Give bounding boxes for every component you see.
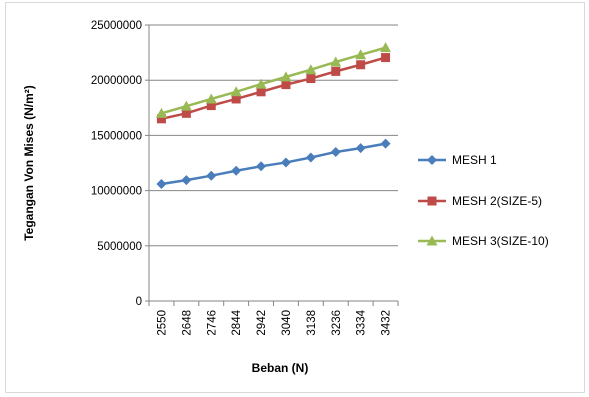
data-point: [181, 108, 191, 118]
y-tick-label: 10000000: [91, 186, 142, 198]
data-point: [305, 64, 317, 75]
y-tick-label: 15000000: [91, 130, 142, 142]
data-point: [281, 80, 291, 90]
data-point: [305, 152, 316, 163]
series-line: [161, 46, 386, 115]
data-point: [256, 161, 267, 172]
data-point: [206, 170, 217, 181]
y-tick-label: 5000000: [97, 241, 142, 253]
data-point: [205, 93, 217, 104]
data-point: [256, 87, 266, 97]
x-tick-label: 2648: [181, 310, 193, 336]
gridlines: [149, 24, 398, 247]
legend-label: MESH 1: [452, 153, 497, 167]
legend: MESH 1 MESH 2(SIZE-5) MESH 3(SIZE-10): [418, 153, 549, 248]
data-point: [156, 178, 167, 189]
x-tick-label: 3432: [381, 310, 393, 336]
x-tick-label: 2746: [206, 310, 218, 336]
data-point: [206, 101, 216, 111]
data-point: [156, 114, 166, 124]
series: [155, 42, 392, 189]
series-3: [155, 42, 392, 118]
axes: [145, 24, 399, 306]
data-point: [180, 100, 192, 111]
data-point: [155, 107, 167, 118]
data-point: [356, 60, 366, 70]
data-point: [331, 66, 341, 76]
data-point: [380, 138, 391, 149]
data-point: [280, 157, 291, 168]
legend-label: MESH 2(SIZE-5): [452, 194, 542, 208]
data-point: [381, 53, 391, 63]
y-tick-label: 20000000: [91, 75, 142, 87]
y-tick-label: 25000000: [91, 20, 142, 32]
legend-marker: [427, 196, 437, 206]
data-point: [355, 143, 366, 154]
data-point: [280, 71, 292, 82]
y-tick-label: 0: [136, 296, 142, 308]
x-tick-label: 3138: [306, 310, 318, 336]
x-tick-label: 3334: [356, 309, 368, 335]
data-point: [231, 94, 241, 104]
x-tick-label: 2844: [231, 309, 243, 335]
data-point: [181, 175, 192, 186]
data-point: [330, 146, 341, 157]
line-chart: 0 5000000 10000000 15000000 20000000 25000000…: [22, 20, 549, 375]
series-2: [156, 53, 391, 124]
y-axis-title: Tegangan Von Mises (N/m²): [22, 85, 36, 241]
x-tick-label: 3236: [331, 310, 343, 336]
x-tick-label: 2942: [256, 310, 268, 336]
x-axis-title: Beban (N): [252, 361, 309, 375]
data-point: [306, 74, 316, 84]
series-line: [161, 142, 386, 186]
legend-entry-1: MESH 1: [418, 153, 497, 167]
legend-marker: [426, 235, 438, 246]
x-tick-label: 3040: [281, 310, 293, 336]
data-point: [355, 49, 367, 60]
data-point: [380, 42, 392, 53]
data-point: [255, 78, 267, 89]
x-tick-label: 2550: [156, 310, 168, 336]
legend-label: MESH 3(SIZE-10): [452, 234, 549, 248]
tick-labels: 0 5000000 10000000 15000000 20000000 25000000…: [91, 20, 393, 336]
data-point: [330, 56, 342, 67]
legend-entry-2: MESH 2(SIZE-5): [418, 194, 542, 208]
data-point: [230, 86, 242, 97]
data-point: [231, 165, 242, 176]
chart-frame: 0 5000000 10000000 15000000 20000000 25000000…: [5, 2, 585, 393]
legend-marker: [427, 155, 437, 165]
series-1: [156, 138, 391, 189]
legend-entry-3: MESH 3(SIZE-10): [418, 234, 549, 248]
series-line: [161, 56, 386, 121]
